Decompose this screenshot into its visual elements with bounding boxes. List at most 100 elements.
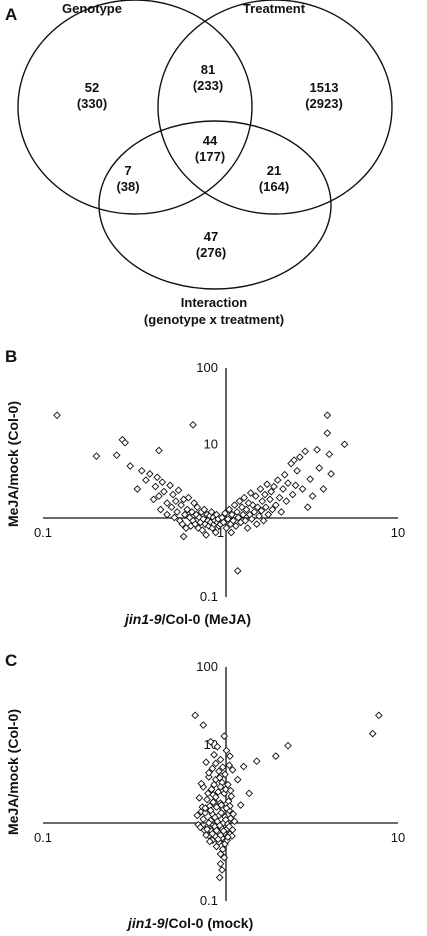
x-tick-label: 0.1 [34, 525, 52, 540]
data-point [284, 741, 292, 750]
x-axis-title-b: jin1-9/Col-0 (MeJA) [125, 611, 251, 627]
data-point [259, 516, 268, 525]
data-point [233, 775, 242, 784]
data-point [199, 721, 208, 729]
data-point [226, 786, 235, 795]
data-point [196, 823, 205, 832]
data-point [224, 515, 232, 523]
data-point [216, 755, 225, 764]
data-point [211, 793, 220, 801]
data-point [236, 801, 245, 809]
y-tick-label: 0.1 [200, 589, 218, 604]
data-point [270, 482, 278, 491]
data-point [215, 873, 224, 882]
data-point [169, 490, 177, 499]
data-point [301, 447, 310, 456]
data-point [234, 513, 243, 522]
data-point [210, 780, 218, 789]
data-point [224, 833, 232, 841]
venn-title-genotype: Genotype [62, 1, 122, 16]
data-point [220, 732, 229, 740]
data-point [151, 482, 160, 491]
data-point [200, 505, 209, 514]
data-point [155, 446, 163, 455]
venn-region-treatment-interaction: 21 (164) [259, 163, 289, 195]
y-axis-title-c: MeJA/mock (Col-0) [5, 708, 21, 836]
venn-paren: (2923) [305, 96, 343, 111]
data-point [327, 470, 335, 478]
data-point [166, 481, 174, 490]
data-point [173, 508, 182, 516]
data-point [258, 497, 267, 506]
data-point [177, 501, 185, 509]
data-point [184, 493, 193, 502]
data-point [191, 711, 200, 720]
x-tick-label: 1 [217, 525, 224, 540]
data-point [221, 509, 229, 518]
data-point [218, 866, 226, 874]
y-tick-label: 0.1 [200, 893, 218, 908]
data-point [225, 822, 234, 831]
data-point [92, 452, 101, 460]
data-point [194, 524, 203, 532]
data-point [273, 476, 282, 484]
data-point [189, 421, 197, 429]
venn-circle-treatment [157, 0, 393, 215]
data-point [227, 528, 236, 537]
data-point [313, 445, 321, 454]
data-point [137, 466, 146, 475]
data-point [323, 411, 332, 420]
data-point [153, 473, 162, 482]
data-point [211, 528, 220, 537]
data-point [271, 752, 280, 760]
data-point [231, 522, 240, 530]
data-point [155, 492, 163, 500]
data-point [277, 508, 286, 516]
data-point [219, 827, 228, 835]
data-point [209, 798, 218, 806]
panel-a-label: A [5, 5, 18, 24]
data-point [221, 770, 229, 779]
data-point [306, 475, 315, 483]
venn-count: 44 [202, 133, 218, 148]
data-point [325, 450, 334, 459]
data-point [163, 499, 171, 507]
data-point [221, 815, 230, 824]
data-point [216, 850, 225, 858]
data-point [230, 817, 239, 826]
venn-subtitle-interaction: (genotype x treatment) [143, 312, 285, 327]
data-point [319, 485, 328, 493]
data-point [190, 499, 198, 507]
data-point [275, 493, 284, 502]
data-point [291, 481, 300, 490]
venn-title-treatment: Treatment [242, 1, 306, 16]
venn-count: 81 [200, 62, 216, 77]
data-point [214, 788, 222, 796]
data-point [241, 516, 250, 525]
data-point [308, 492, 317, 500]
data-point [282, 497, 291, 506]
data-point [208, 829, 217, 838]
data-point [213, 742, 222, 751]
venn-region-treatment-only: 1513 (2923) [305, 80, 343, 112]
data-point [279, 485, 287, 493]
data-point [167, 503, 176, 512]
y-tick-label: 100 [196, 360, 218, 375]
data-point [340, 440, 349, 449]
data-point [215, 773, 224, 782]
venn-count: 47 [203, 229, 219, 244]
data-point [235, 497, 244, 506]
data-point [216, 783, 225, 791]
y-tick-label: 10 [204, 436, 218, 451]
data-point [246, 489, 255, 497]
venn-paren: (177) [194, 149, 226, 164]
venn-circle-interaction [98, 120, 332, 290]
data-point [239, 510, 247, 519]
data-point [296, 453, 304, 461]
data-point [158, 478, 167, 486]
data-point [199, 815, 208, 823]
venn-region-interaction-only: 47 (276) [196, 229, 226, 261]
venn-count: 7 [124, 163, 132, 178]
